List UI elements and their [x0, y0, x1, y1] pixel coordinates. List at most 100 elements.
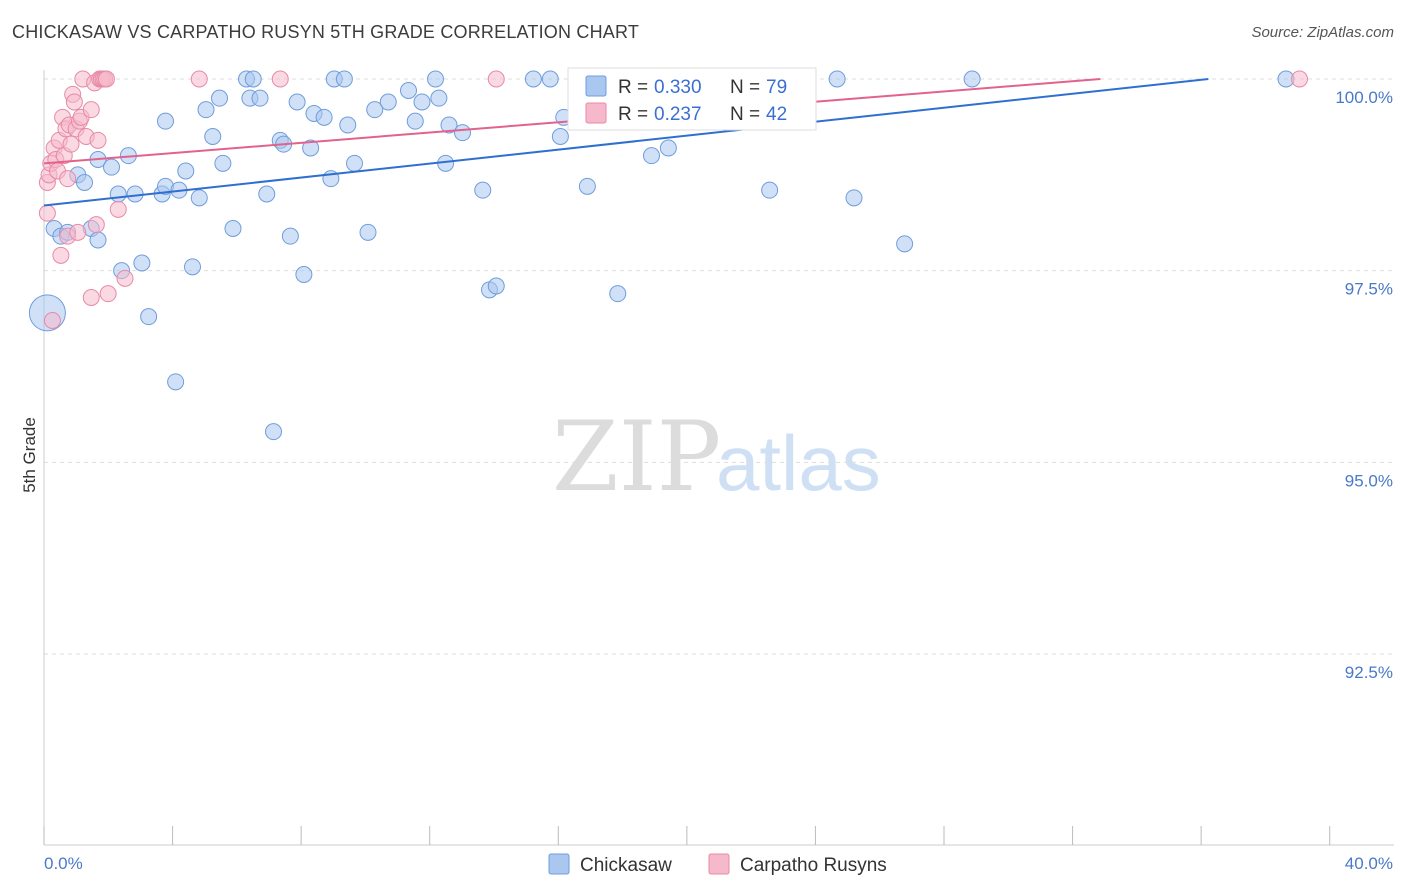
chickasaw-point: [440, 116, 458, 134]
carpatho-point: [69, 223, 87, 241]
chickasaw-point: [214, 154, 232, 172]
carpatho-point: [87, 216, 105, 234]
chickasaw-point: [541, 70, 559, 88]
chickasaw-trend-line: [43, 78, 1209, 207]
chickasaw-point: [845, 189, 863, 207]
chickasaw-point: [224, 220, 242, 237]
legend-n-value-2: 42: [766, 104, 787, 125]
chickasaw-point: [366, 101, 384, 119]
bottom-legend-swatch-chickasaw: [548, 853, 570, 875]
y-tick-label: 97.5%: [1345, 280, 1393, 299]
legend-swatch-carpatho: [585, 102, 607, 124]
carpatho-point: [1291, 70, 1308, 88]
carpatho-point: [82, 289, 100, 306]
chickasaw-point: [474, 181, 492, 199]
y-tick-label: 100.0%: [1335, 88, 1393, 107]
chickasaw-point: [406, 112, 424, 130]
x-tick-label-max: 40.0%: [1345, 854, 1393, 873]
chickasaw-point: [609, 285, 627, 303]
legend-box: [567, 67, 817, 131]
series-carpatho-points: [38, 70, 1308, 329]
legend-r-value-1: 0.330: [654, 77, 702, 98]
watermark-atlas: atlas: [716, 419, 881, 507]
carpatho-point: [52, 246, 70, 264]
chickasaw-point: [167, 373, 185, 391]
chickasaw-point: [288, 93, 306, 111]
chickasaw-point: [157, 112, 174, 130]
chickasaw-point: [896, 235, 914, 253]
chickasaw-point: [400, 82, 417, 99]
carpatho-point: [99, 285, 117, 303]
chickasaw-point: [761, 181, 779, 199]
chickasaw-point: [244, 70, 262, 88]
legend-n-label-2: N =: [730, 104, 760, 125]
y-tick-label: 92.5%: [1345, 663, 1393, 682]
carpatho-point: [38, 204, 56, 222]
chickasaw-point: [659, 139, 677, 157]
carpatho-point: [109, 200, 127, 218]
legend-n-value-1: 79: [766, 77, 787, 98]
legend-r-value-2: 0.237: [654, 104, 702, 125]
carpatho-point: [487, 70, 505, 88]
legend-swatch-chickasaw: [585, 75, 607, 97]
chickasaw-point: [103, 158, 120, 176]
axes: [43, 70, 1394, 846]
chickasaw-point: [413, 93, 431, 111]
y-tick-label: 95.0%: [1345, 471, 1393, 490]
chickasaw-point: [379, 93, 397, 111]
chickasaw-point: [140, 308, 158, 326]
carpatho-point: [62, 135, 80, 153]
chickasaw-point: [109, 185, 127, 203]
chickasaw-point: [197, 101, 215, 119]
source-credit: Source: ZipAtlas.com: [1251, 24, 1394, 41]
bottom-legend: Chickasaw Carpatho Rusyns: [548, 853, 887, 876]
chickasaw-point: [177, 162, 195, 180]
legend-r-label-2: R =: [618, 104, 648, 125]
chickasaw-point: [963, 70, 981, 88]
chickasaw-point: [524, 70, 542, 88]
chickasaw-point: [359, 223, 377, 241]
chickasaw-point: [302, 139, 320, 157]
carpatho-point: [65, 93, 83, 111]
carpatho-point: [190, 70, 208, 88]
chickasaw-point: [643, 147, 660, 165]
chickasaw-point: [339, 116, 357, 134]
chickasaw-point: [315, 108, 333, 126]
chickasaw-point: [133, 254, 151, 272]
bottom-legend-swatch-carpatho: [708, 853, 730, 875]
carpatho-point: [271, 70, 289, 88]
chickasaw-point: [427, 70, 444, 88]
watermark-zip: ZIP: [552, 401, 721, 513]
chickasaw-point: [211, 89, 228, 107]
chickasaw-point: [76, 174, 93, 191]
x-tick-label-min: 0.0%: [44, 854, 83, 873]
chickasaw-point: [265, 423, 282, 441]
y-tick-labels: 92.5% 95.0% 97.5% 100.0%: [1335, 88, 1393, 682]
chickasaw-point: [295, 266, 313, 283]
gridlines: [44, 78, 1394, 655]
bottom-legend-chickasaw: Chickasaw: [580, 855, 672, 876]
chickasaw-point: [89, 231, 107, 249]
chickasaw-point: [487, 277, 505, 295]
legend-r-label-1: R =: [618, 77, 648, 98]
chickasaw-point: [204, 128, 222, 145]
y-axis-title: 5th Grade: [20, 417, 39, 493]
chickasaw-point: [281, 227, 299, 245]
chickasaw-point: [454, 124, 471, 142]
chickasaw-point: [346, 154, 363, 172]
carpatho-point: [82, 101, 100, 119]
chickasaw-point: [828, 70, 846, 88]
carpatho-point: [97, 70, 115, 88]
chickasaw-point: [430, 89, 448, 107]
chickasaw-point: [551, 128, 569, 145]
carpatho-point: [59, 170, 77, 188]
chickasaw-point: [578, 177, 596, 195]
chickasaw-point: [258, 185, 276, 203]
legend: R = 0.330 N = 79 R = 0.237 N = 42: [567, 67, 817, 131]
carpatho-point: [43, 312, 61, 329]
carpatho-point: [89, 131, 107, 149]
chickasaw-point: [184, 258, 201, 276]
carpatho-point: [116, 269, 134, 287]
chickasaw-point: [251, 89, 269, 107]
